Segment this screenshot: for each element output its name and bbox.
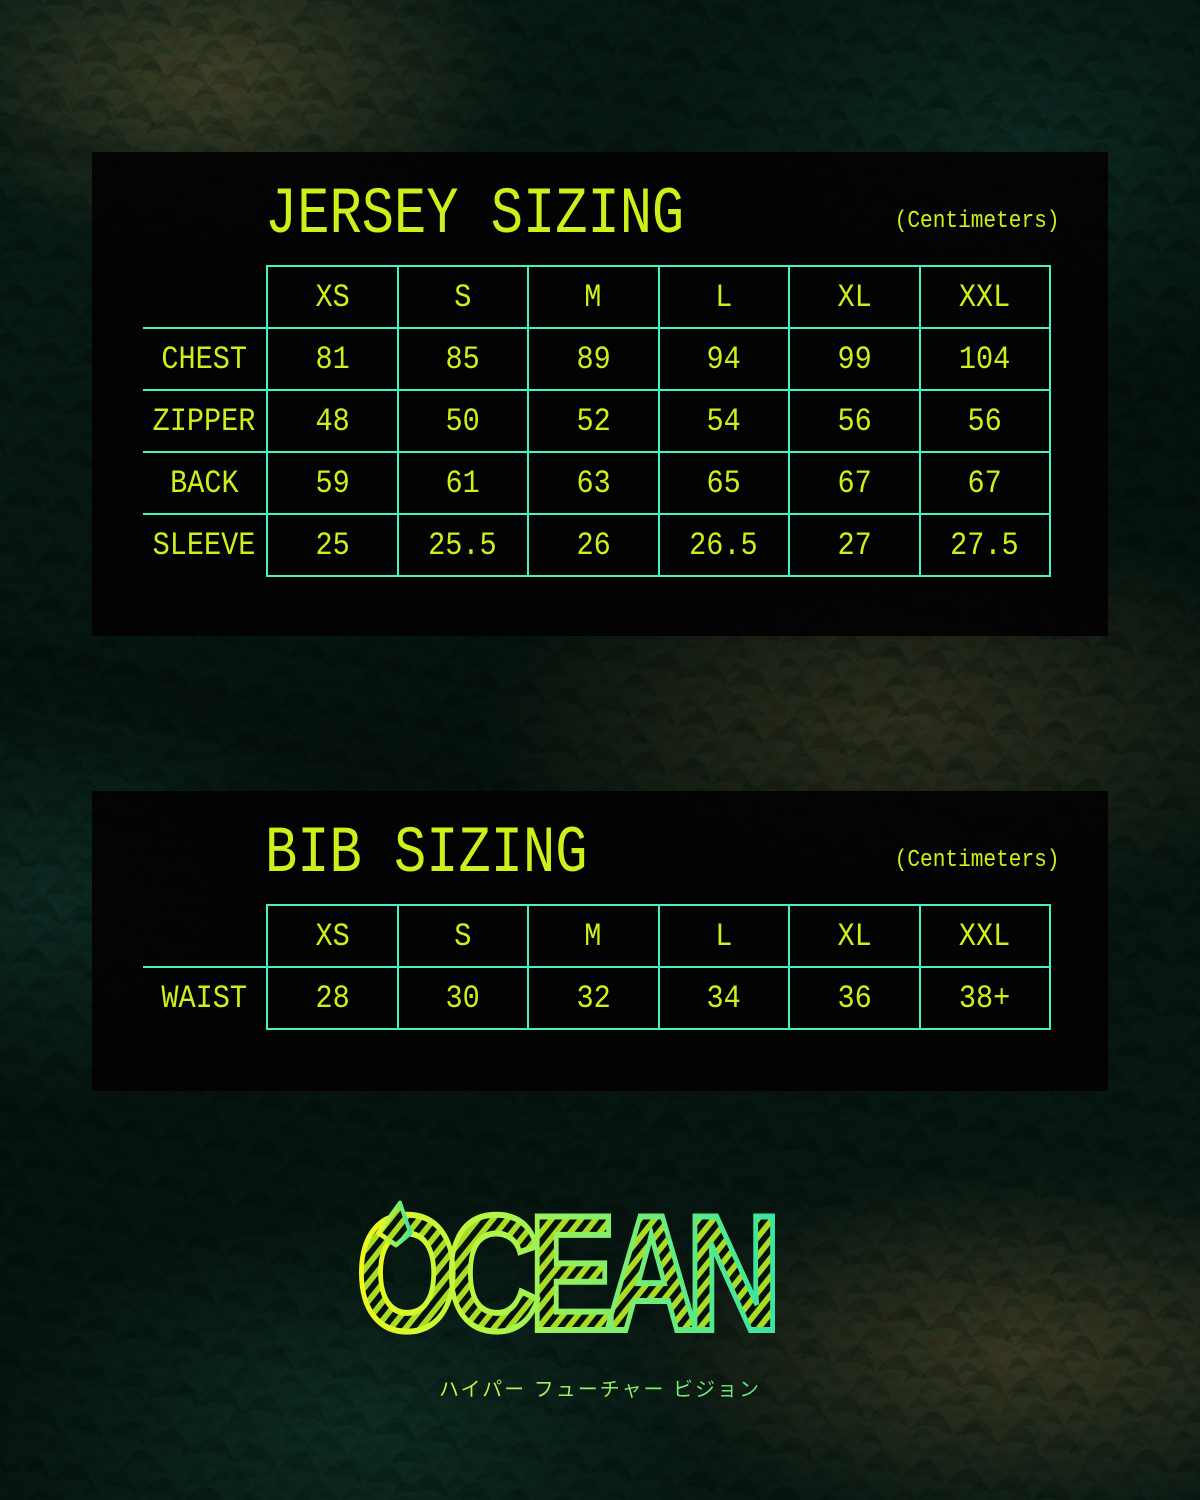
svg-text:OCEAN: OCEAN [356,1181,773,1365]
